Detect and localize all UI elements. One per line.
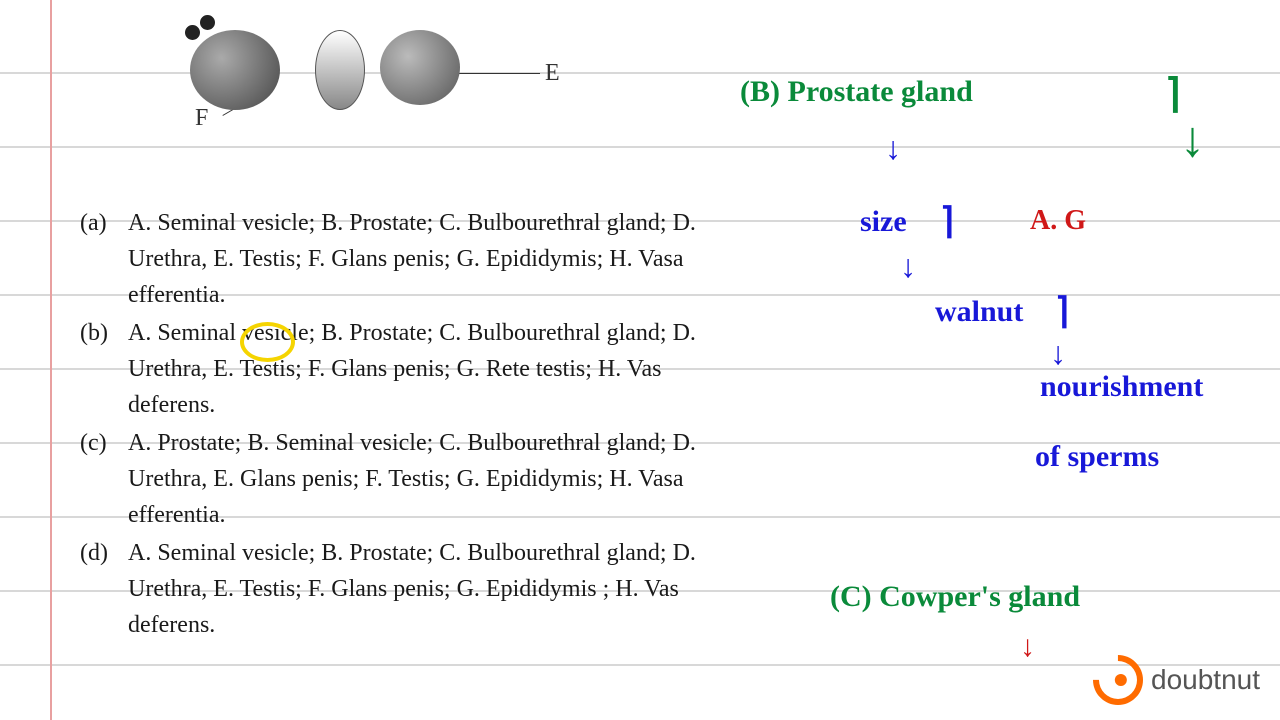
logo-text: doubtnut [1151,664,1260,696]
option-c: (c) A. Prostate; B. Seminal vesicle; C. … [80,425,740,533]
logo-icon [1083,645,1154,716]
bracket-icon: ⌉ [1165,70,1181,117]
arrow-down-icon: ↓ [1020,630,1035,664]
arrow-down-icon: ↓ [1050,335,1066,372]
note-walnut: walnut [935,295,1023,329]
doubtnut-logo: doubtnut [1093,655,1260,705]
bracket-icon: ⌉ [1055,290,1069,332]
option-label: (a) [80,205,128,313]
option-text: A. Prostate; B. Seminal vesicle; C. Bulb… [128,425,740,533]
option-text: A. Seminal vesicle; B. Prostate; C. Bulb… [128,205,740,313]
note-size: size [860,205,907,239]
option-d: (d) A. Seminal vesicle; B. Prostate; C. … [80,535,740,643]
note-cowpers: (C) Cowper's gland [830,580,1080,614]
note-sperms: of sperms [1035,440,1159,474]
note-prostate: (B) Prostate gland [740,75,973,109]
arrow-down-icon: ↓ [1180,110,1205,168]
option-b: (b) A. Seminal vesicle; B. Prostate; C. … [80,315,740,423]
option-text: A. Seminal vesicle; B. Prostate; C. Bulb… [128,315,740,423]
anatomy-diagram [100,10,600,130]
option-label: (c) [80,425,128,533]
option-label: (b) [80,315,128,423]
options-list: (a) A. Seminal vesicle; B. Prostate; C. … [80,205,740,645]
arrow-down-icon: ↓ [900,248,916,285]
note-nourishment: nourishment [1040,370,1203,404]
arrow-down-icon: ↓ [885,130,901,167]
option-label: (d) [80,535,128,643]
bracket-icon: ⌉ [940,200,954,242]
highlight-annotation [240,322,295,362]
option-a: (a) A. Seminal vesicle; B. Prostate; C. … [80,205,740,313]
margin-line [50,0,52,720]
note-ag: A. G [1030,205,1086,237]
option-text: A. Seminal vesicle; B. Prostate; C. Bulb… [128,535,740,643]
